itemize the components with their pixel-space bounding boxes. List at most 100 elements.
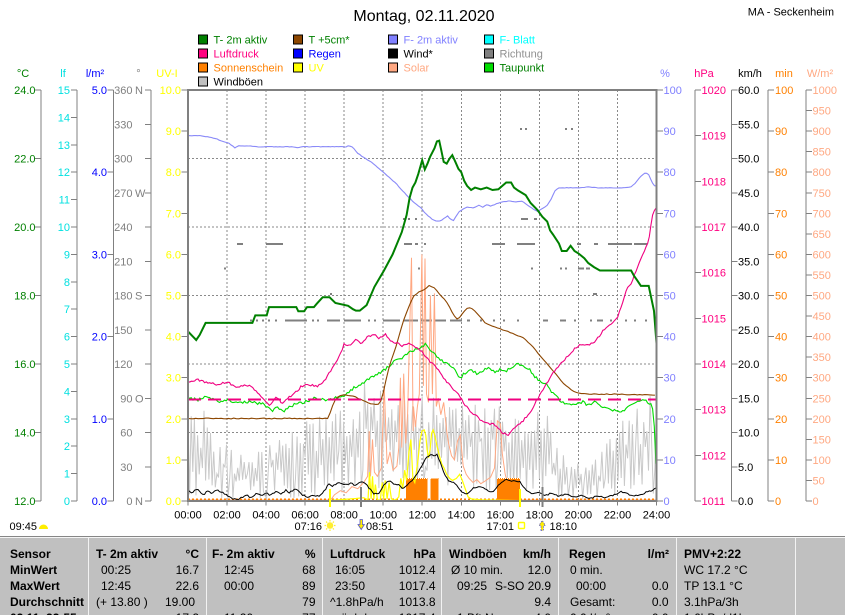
svg-text:60: 60 [664, 249, 676, 261]
svg-text:0.0: 0.0 [166, 496, 181, 508]
svg-text:S: S [135, 291, 142, 303]
svg-text:2.0: 2.0 [92, 332, 107, 344]
svg-text:60.0: 60.0 [738, 85, 759, 97]
svg-text:30: 30 [120, 462, 132, 474]
svg-text:20.0: 20.0 [14, 222, 35, 234]
svg-text:10: 10 [58, 222, 70, 234]
svg-text:lf: lf [60, 68, 66, 80]
svg-text:0: 0 [775, 496, 781, 508]
svg-text:W/m²: W/m² [807, 68, 834, 80]
svg-text:650: 650 [813, 229, 831, 241]
svg-text:5: 5 [64, 359, 70, 371]
svg-text:8.0: 8.0 [166, 167, 181, 179]
svg-text:4.0: 4.0 [92, 167, 107, 179]
svg-text:1.0: 1.0 [166, 455, 181, 467]
svg-text:3.0: 3.0 [92, 249, 107, 261]
svg-text:22.0: 22.0 [14, 154, 35, 166]
svg-text:1012: 1012 [702, 450, 726, 462]
svg-text:30: 30 [664, 373, 676, 385]
svg-text:350: 350 [813, 352, 831, 364]
svg-text:0: 0 [126, 496, 132, 508]
svg-text:0.0: 0.0 [738, 496, 753, 508]
svg-text:240: 240 [114, 222, 132, 234]
svg-text:Richtung: Richtung [500, 49, 543, 61]
svg-text:22:00: 22:00 [604, 510, 632, 522]
svg-text:4.0: 4.0 [166, 332, 181, 344]
svg-text:6: 6 [64, 332, 70, 344]
svg-text:12: 12 [58, 167, 70, 179]
svg-text:20.0: 20.0 [738, 359, 759, 371]
svg-text:Windböen: Windböen [214, 77, 264, 89]
svg-text:1020: 1020 [702, 85, 726, 97]
svg-text:13: 13 [58, 140, 70, 152]
svg-text:10: 10 [664, 455, 676, 467]
svg-text:1: 1 [64, 469, 70, 481]
svg-text:5.0: 5.0 [166, 291, 181, 303]
svg-text:1013: 1013 [702, 405, 726, 417]
svg-text:9: 9 [64, 249, 70, 261]
svg-text:550: 550 [813, 270, 831, 282]
svg-text:10:00: 10:00 [369, 510, 397, 522]
svg-text:40: 40 [664, 332, 676, 344]
svg-text:Montag, 02.11.2020: Montag, 02.11.2020 [353, 8, 494, 25]
svg-text:70: 70 [775, 208, 787, 220]
svg-text:90: 90 [120, 393, 132, 405]
svg-text:45.0: 45.0 [738, 188, 759, 200]
svg-text:600: 600 [813, 249, 831, 261]
svg-text:4: 4 [64, 386, 70, 398]
svg-text:15: 15 [58, 85, 70, 97]
svg-text:60: 60 [120, 428, 132, 440]
svg-text:3.0: 3.0 [166, 373, 181, 385]
svg-text:7: 7 [64, 304, 70, 316]
svg-text:0: 0 [664, 496, 670, 508]
svg-text:1016: 1016 [702, 268, 726, 280]
svg-text:8: 8 [64, 277, 70, 289]
svg-text:°: ° [136, 68, 140, 80]
svg-text:09:45: 09:45 [9, 521, 37, 533]
svg-text:0: 0 [64, 496, 70, 508]
svg-text:300: 300 [114, 154, 132, 166]
svg-text:0: 0 [813, 496, 819, 508]
svg-text:180: 180 [114, 291, 132, 303]
svg-text:1000: 1000 [813, 85, 837, 97]
svg-text:750: 750 [813, 188, 831, 200]
svg-text:30: 30 [775, 373, 787, 385]
svg-text:35.0: 35.0 [738, 256, 759, 268]
svg-text:80: 80 [775, 167, 787, 179]
svg-text:10: 10 [775, 455, 787, 467]
svg-text:%: % [660, 68, 670, 80]
svg-text:F- 2m aktiv: F- 2m aktiv [404, 35, 459, 47]
svg-text:800: 800 [813, 167, 831, 179]
svg-text:06:00: 06:00 [291, 510, 319, 522]
svg-text:20: 20 [664, 414, 676, 426]
svg-text:UV: UV [309, 63, 325, 75]
svg-text:14.0: 14.0 [14, 428, 35, 440]
svg-text:°C: °C [17, 68, 29, 80]
svg-text:17:01: 17:01 [486, 521, 514, 533]
svg-text:l/m²: l/m² [86, 68, 105, 80]
svg-text:25.0: 25.0 [738, 325, 759, 337]
svg-text:Solar: Solar [404, 63, 430, 75]
svg-text:N: N [135, 85, 143, 97]
svg-text:16:00: 16:00 [487, 510, 515, 522]
svg-text:00:00: 00:00 [174, 510, 202, 522]
svg-text:330: 330 [114, 119, 132, 131]
svg-text:11: 11 [59, 195, 70, 207]
svg-text:70: 70 [664, 208, 676, 220]
svg-text:900: 900 [813, 126, 831, 138]
svg-text:100: 100 [664, 85, 682, 97]
svg-text:500: 500 [813, 291, 831, 303]
svg-text:14: 14 [58, 112, 70, 124]
svg-text:F- Blatt: F- Blatt [500, 35, 535, 47]
svg-text:Wind*: Wind* [404, 49, 434, 61]
svg-text:18:10: 18:10 [549, 521, 577, 533]
svg-text:5.0: 5.0 [92, 85, 107, 97]
svg-text:12.0: 12.0 [14, 496, 35, 508]
svg-text:300: 300 [813, 373, 831, 385]
svg-text:15.0: 15.0 [738, 393, 759, 405]
svg-text:W: W [135, 188, 146, 200]
svg-text:1017: 1017 [702, 222, 726, 234]
svg-text:55.0: 55.0 [738, 119, 759, 131]
svg-text:T- 2m aktiv: T- 2m aktiv [214, 35, 268, 47]
svg-text:Regen: Regen [309, 49, 341, 61]
